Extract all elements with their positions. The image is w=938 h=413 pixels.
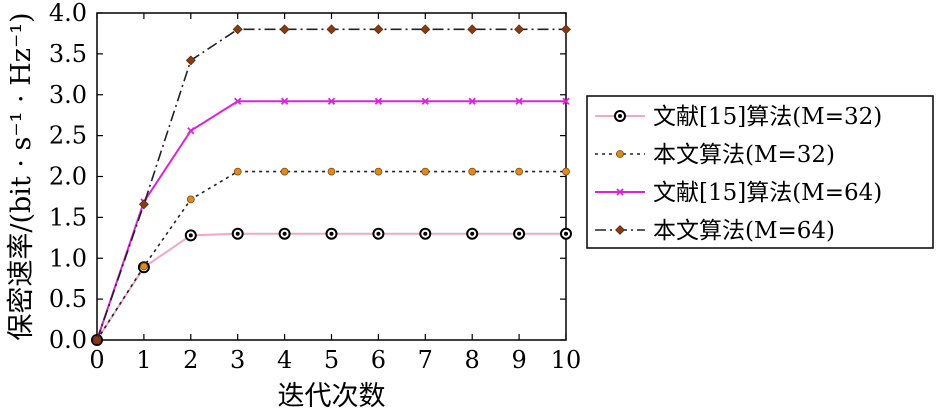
series-4-point <box>373 24 384 35</box>
series-2-point <box>233 167 242 176</box>
axes: 0 1 2 3 4 5 6 7 8 9 10 0.0 0.5 1.0 1.5 2.0 2.5 3.0 3.5 4.0 <box>49 0 581 374</box>
y-axis-title: 保密速率/(bit · s⁻¹ · Hz⁻¹) <box>6 12 37 340</box>
legend: 文献[15]算法(M=32) 本文算法(M=32) 文献[15]算法(M=64) 本文… <box>586 95 934 249</box>
series-3 <box>93 97 570 344</box>
legend-marker-3 <box>616 188 624 196</box>
legend-label-1: 文献[15]算法(M=32) <box>653 104 882 130</box>
x-tick-label: 2 <box>183 346 198 374</box>
series-3-point <box>468 97 476 105</box>
legend-marker-1-center <box>618 114 622 118</box>
series-layer <box>91 24 572 346</box>
series-2-line <box>96 170 566 341</box>
series-3-line <box>96 100 566 341</box>
y-tick-label: 0.5 <box>49 285 87 313</box>
legend-marker-2 <box>616 150 624 158</box>
series-3-point <box>374 97 383 105</box>
series-4-point <box>138 199 149 210</box>
series-2-point <box>421 167 430 176</box>
series-4-point <box>514 24 525 35</box>
x-tick-label: 9 <box>511 346 526 374</box>
series-4-point <box>92 335 102 345</box>
series-2-point <box>468 167 477 176</box>
y-tick-label: 1.0 <box>49 244 87 272</box>
series-1-point-center <box>329 231 334 236</box>
series-4-point <box>420 24 431 35</box>
series-1-point-center <box>376 231 381 236</box>
series-1 <box>91 227 572 346</box>
series-1-point-center <box>423 231 428 236</box>
y-tick-label: 3.0 <box>49 81 87 109</box>
legend-label-3: 文献[15]算法(M=64) <box>653 180 882 206</box>
series-3-point <box>187 127 195 135</box>
series-3-point <box>327 97 336 105</box>
series-4-line <box>96 28 566 341</box>
series-4-point <box>326 24 337 35</box>
series-1-point-center <box>564 231 568 236</box>
series-1-line <box>96 232 566 341</box>
y-tick-label: 4.0 <box>49 0 87 27</box>
series-1-point-center <box>235 231 240 236</box>
x-tick-label: 3 <box>230 346 245 374</box>
series-1-point-center <box>470 231 475 236</box>
series-2-point <box>515 167 523 176</box>
series-4-point <box>467 24 478 35</box>
series-3-point <box>515 97 523 105</box>
series-2-point <box>186 195 195 204</box>
x-tick-label: 7 <box>418 346 433 374</box>
x-axis-title: 迭代次数 <box>278 381 386 412</box>
series-1-point-center <box>282 231 287 236</box>
y-tick-label: 0.0 <box>49 326 87 354</box>
y-tick-label: 3.5 <box>49 40 87 68</box>
series-2-point <box>280 167 289 176</box>
legend-label-2: 本文算法(M=32) <box>653 142 835 168</box>
series-3-point <box>280 97 289 105</box>
series-4 <box>92 24 571 345</box>
series-4-point <box>232 24 243 35</box>
series-2-point <box>374 167 383 176</box>
series-3-point <box>234 97 242 105</box>
series-2-point <box>139 262 148 271</box>
x-tick-label: 0 <box>89 346 104 374</box>
x-tick-label: 8 <box>465 346 480 374</box>
legend-box <box>586 95 934 249</box>
series-4-point <box>279 24 290 35</box>
y-tick-label: 1.5 <box>49 203 87 231</box>
series-1-point-center <box>517 231 522 236</box>
x-tick-label: 4 <box>277 346 292 374</box>
series-4-point <box>561 24 571 35</box>
x-tick-label: 10 <box>551 346 582 374</box>
series-2-point <box>562 167 570 176</box>
series-1-point-center <box>188 233 193 238</box>
y-tick-label: 2.5 <box>49 122 87 150</box>
series-4-point <box>185 55 196 66</box>
y-tick-label: 2.0 <box>49 163 87 191</box>
legend-marker-4 <box>615 225 625 235</box>
plot-frame <box>96 12 567 341</box>
legend-label-4: 本文算法(M=64) <box>653 218 835 244</box>
series-2 <box>93 167 570 344</box>
series-3-point <box>562 97 570 105</box>
x-tick-label: 5 <box>324 346 339 374</box>
x-tick-label: 6 <box>371 346 386 374</box>
series-3-point <box>421 97 429 105</box>
series-2-point <box>327 167 336 176</box>
x-tick-label: 1 <box>136 346 151 374</box>
